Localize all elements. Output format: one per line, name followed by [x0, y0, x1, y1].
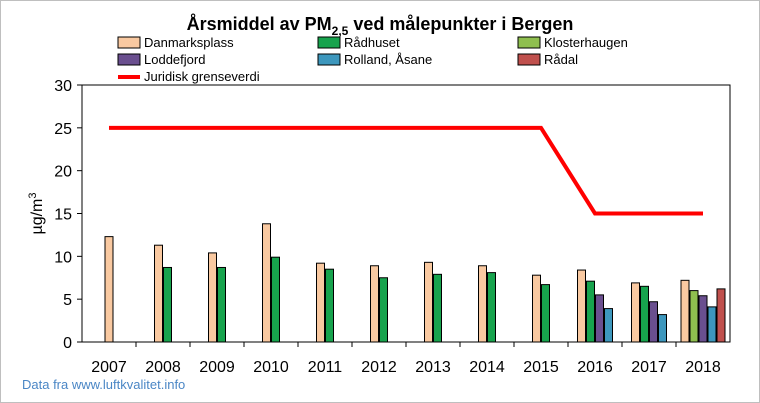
legend-swatch	[117, 36, 141, 49]
x-tick-label: 2014	[469, 359, 505, 376]
bar-danmarksplass-2013	[424, 261, 433, 343]
legend-label: Danmarksplass	[144, 35, 234, 50]
bar-danmarksplass-2014	[478, 265, 487, 343]
y-axis-label-text: µg/m	[29, 199, 46, 235]
bar-r-dhuset-2015	[541, 284, 550, 343]
bar-r-dhuset-2017	[640, 285, 649, 343]
x-tick-label: 2018	[685, 359, 721, 376]
bar-rolland-sane-2018	[707, 306, 717, 343]
y-tick-label: 5	[63, 292, 72, 309]
plot-area: 0 5 10 15 20 25 30 2007 2008 2009 2010 2011 2012 201…	[54, 78, 731, 376]
bar-r-dhuset-2010	[271, 256, 280, 343]
bar-r-dhuset-2012	[379, 277, 388, 343]
x-tick-label: 2017	[631, 359, 667, 376]
x-tick-label: 2012	[361, 359, 397, 376]
bar-r-dhuset-2014	[487, 272, 496, 343]
legend-swatch	[517, 36, 541, 49]
bar-danmarksplass-2018	[680, 279, 690, 343]
bar-rolland-sane-2017	[658, 314, 667, 343]
legend-label: Loddefjord	[144, 52, 205, 67]
limit-line	[109, 125, 703, 216]
legend-label: Rådal	[544, 52, 578, 67]
bar-rolland-sane-2016	[604, 308, 613, 343]
x-tick-label: 2016	[577, 359, 613, 376]
bar-r-dhuset-2008	[163, 266, 172, 343]
y-tick-label: 20	[54, 164, 72, 181]
bar-r-dal-2018	[716, 288, 726, 343]
bar-danmarksplass-2009	[208, 252, 217, 343]
y-tick-label: 25	[54, 121, 72, 138]
legend-label-limit: Juridisk grenseverdi	[144, 69, 260, 84]
bar-danmarksplass-2008	[154, 244, 163, 343]
y-tick-label: 30	[54, 78, 72, 95]
bar-r-dhuset-2011	[325, 268, 334, 343]
x-tick-label: 2013	[415, 359, 451, 376]
x-tick-label: 2009	[199, 359, 235, 376]
legend: Danmarksplass Rådhuset Klosterhaugen Loddef…	[117, 35, 628, 84]
bar-loddefjord-2016	[595, 294, 604, 343]
bar-danmarksplass-2015	[532, 274, 541, 343]
bar-klosterhaugen-2018	[689, 290, 699, 343]
legend-swatch	[317, 36, 341, 49]
chart-title: Årsmiddel av PM2,5 ved målepunkter i Ber…	[187, 14, 574, 38]
bar-danmarksplass-2016	[577, 269, 586, 343]
legend-swatch	[317, 53, 341, 66]
bar-r-dhuset-2013	[433, 273, 442, 343]
x-axis: 2007 2008 2009 2010 2011 2012 2013 2014 2015 2016…	[91, 342, 721, 376]
bar-r-dhuset-2009	[217, 266, 226, 343]
legend-label: Rådhuset	[344, 35, 400, 50]
legend-swatch	[517, 53, 541, 66]
chart-title-subscript: 2,5	[332, 24, 349, 38]
bar-loddefjord-2018	[698, 295, 708, 343]
y-axis-label-superscript: 3	[27, 192, 39, 198]
bar-r-dhuset-2016	[586, 280, 595, 343]
bar-danmarksplass-2010	[262, 223, 271, 343]
x-tick-label: 2011	[308, 359, 343, 376]
bar-danmarksplass-2007	[104, 236, 114, 343]
bar-loddefjord-2017	[649, 301, 658, 343]
x-tick-label: 2015	[523, 359, 559, 376]
bar-danmarksplass-2017	[631, 282, 640, 343]
y-tick-label: 10	[54, 249, 72, 266]
x-tick-label: 2010	[253, 359, 289, 376]
chart-title-prefix: Årsmiddel av PM	[187, 14, 332, 34]
y-tick-label: 15	[54, 207, 72, 224]
x-tick-label: 2007	[91, 359, 127, 376]
bar-danmarksplass-2011	[316, 262, 325, 343]
chart-title-suffix: ved målepunkter i Bergen	[348, 14, 573, 34]
legend-label: Rolland, Åsane	[344, 52, 432, 67]
x-tick-label: 2008	[145, 359, 181, 376]
bar-danmarksplass-2012	[370, 265, 379, 343]
bars	[104, 223, 726, 343]
source-note: Data fra www.luftkvalitet.info	[22, 377, 185, 392]
y-tick-label: 0	[63, 335, 72, 352]
legend-swatch	[117, 53, 141, 66]
y-axis-label: µg/m3	[27, 192, 46, 234]
legend-label: Klosterhaugen	[544, 35, 628, 50]
y-axis: 0 5 10 15 20 25 30	[54, 78, 82, 352]
